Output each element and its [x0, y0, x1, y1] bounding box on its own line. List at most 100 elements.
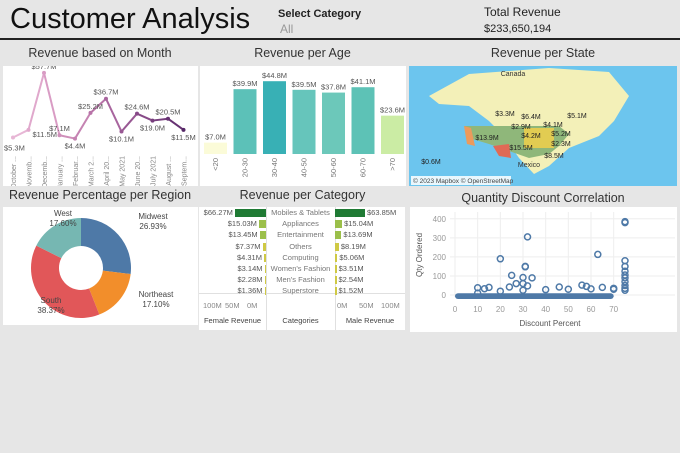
x-tick-label: March 2...	[89, 156, 96, 186]
male-bar	[335, 231, 342, 240]
male-value: $8.19M	[340, 241, 366, 251]
x-tick-label: 30	[519, 305, 528, 314]
data-point	[11, 135, 15, 140]
female-value: $3.14M	[237, 264, 263, 273]
scatter-point	[521, 263, 530, 271]
state-value-label: $5.1M	[567, 113, 587, 120]
category-label: Men's Fashion	[276, 275, 325, 285]
scatter-point	[541, 285, 550, 294]
x-tick-label: 70	[609, 305, 618, 314]
female-bar	[258, 220, 266, 229]
state-map[interactable]: $3.3M $6.4M $2.9M $13.9M $4.2M $15.5M $5.2M $2.…	[409, 66, 677, 186]
state-value-label: $0.6M	[421, 159, 441, 166]
dense-point-band	[455, 293, 614, 299]
data-label: $4.4M	[65, 142, 86, 151]
month-chart-panel: $5.3M October ... $11.5M Novemb... $57.7M Dec…	[3, 62, 198, 189]
data-point	[150, 118, 155, 123]
x-tick-label: Decemb...	[42, 156, 49, 186]
x-tick-label: 60-70	[359, 158, 368, 177]
data-point	[166, 116, 170, 121]
x-tick-label: 40-50	[300, 158, 309, 177]
category-chart-panel: $66.27M Mobiles & Tablets $63.85M $15.03M Ap…	[199, 207, 405, 330]
x-tick-label: April 20...	[104, 156, 111, 186]
y-tick-label: 400	[433, 215, 447, 224]
scatter-point	[496, 255, 505, 263]
category-chart-title: Revenue per Category	[239, 188, 366, 202]
female-bar	[259, 231, 266, 240]
scatter-point	[480, 284, 489, 293]
x-tick-label: >70	[388, 158, 397, 171]
place-label: Canada	[501, 71, 526, 78]
x-tick-label: 10	[473, 305, 482, 314]
category-label: Women's Fashion	[270, 264, 331, 273]
scatter-point	[594, 250, 602, 259]
scatter-point	[473, 289, 482, 297]
male-bar	[335, 209, 365, 217]
female-axis-tick: 100M	[203, 301, 222, 310]
y-tick-label: 200	[433, 253, 447, 262]
state-map-title: Revenue per State	[490, 46, 596, 60]
bar-label: $44.8M	[262, 71, 287, 80]
donut-slice-south	[31, 245, 100, 318]
category-filter[interactable]: All	[280, 22, 294, 36]
scatter-chart-title: Quantity Discount Correlation	[461, 191, 625, 205]
x-tick-label: June 20...	[135, 156, 142, 186]
state-value-label: $6.4M	[521, 114, 541, 121]
male-bar	[335, 276, 337, 285]
filter-label: Select Category	[278, 8, 362, 20]
data-point	[42, 70, 46, 75]
data-label: $11.5M	[171, 133, 195, 142]
male-axis-tick: 100M	[381, 301, 400, 310]
scatter-point	[505, 283, 514, 291]
category-label: Mobiles & Tablets	[271, 208, 330, 217]
scatter-point	[512, 279, 520, 288]
x-tick-label: Septem...	[182, 156, 189, 186]
age-chart-title: Revenue per Age	[254, 46, 351, 60]
female-bar	[234, 209, 266, 217]
female-value: $15.03M	[227, 219, 257, 229]
x-tick-label: 0	[453, 305, 458, 314]
state-texas	[493, 144, 511, 158]
slice-name: South	[41, 296, 62, 305]
male-value: $15.04M	[344, 219, 374, 229]
male-value: $3.51M	[338, 264, 364, 273]
state-map-panel[interactable]: $3.3M $6.4M $2.9M $13.9M $4.2M $15.5M $5.2M $2.…	[409, 66, 677, 186]
x-tick-label: January ...	[58, 156, 65, 186]
line-segment	[74, 112, 92, 140]
female-value: $2.28M	[237, 275, 263, 285]
category-label: Entertainment	[277, 230, 324, 240]
male-value: $13.69M	[343, 230, 373, 240]
dashboard-title: Customer Analysis	[10, 3, 251, 35]
x-tick-label: Novemb...	[27, 156, 34, 186]
male-axis-tick: 0M	[337, 301, 348, 310]
slice-name: Northeast	[139, 290, 174, 299]
data-point	[181, 127, 186, 132]
data-point	[135, 111, 139, 116]
female-value: $13.45M	[228, 230, 258, 240]
line-segment	[136, 112, 153, 122]
data-label: $10.1M	[109, 135, 134, 144]
scatter-point	[621, 218, 629, 227]
male-axis-title: Male Revenue	[345, 316, 395, 325]
age-bar	[204, 142, 227, 154]
x-tick-label: May 2021	[120, 156, 127, 186]
line-segment	[167, 117, 185, 131]
scatter-point	[528, 274, 536, 282]
slice-name: West	[54, 209, 73, 218]
attribution-bg	[411, 176, 511, 185]
bar-label: $7.0M	[205, 133, 226, 142]
donut-slice-west	[36, 218, 81, 259]
line-segment	[105, 98, 123, 132]
scatter-point	[598, 283, 607, 292]
line-segment	[89, 97, 107, 114]
scatter-point	[621, 274, 629, 282]
category-label: Others	[289, 241, 312, 251]
scatter-point	[564, 285, 573, 294]
state-value-label: $5.2M	[551, 131, 571, 138]
x-tick-label: 60	[587, 305, 596, 314]
male-value: $1.52M	[338, 286, 364, 296]
age-chart-panel: $7.0M <20 $39.9M 20-30 $44.8M 30-40 $39.5M 40-5…	[200, 66, 406, 186]
male-value: $63.85M	[367, 208, 397, 217]
data-label: $7.1M	[49, 124, 70, 133]
male-bar	[335, 287, 337, 296]
